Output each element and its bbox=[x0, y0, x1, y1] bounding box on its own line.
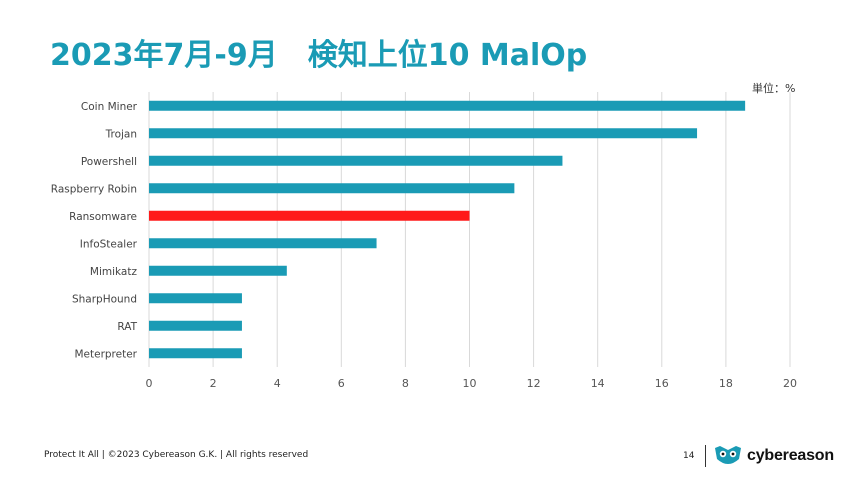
x-tick-label: 4 bbox=[274, 377, 281, 390]
category-label: Powershell bbox=[81, 156, 137, 168]
bar-sharphound bbox=[149, 293, 242, 304]
page-title: 2023年7月-9月 検知上位10 MalOp bbox=[50, 38, 588, 73]
bar-coin-miner bbox=[149, 100, 746, 111]
footer-divider bbox=[705, 445, 706, 467]
x-tick-label: 18 bbox=[719, 377, 733, 390]
category-label: Ransomware bbox=[69, 211, 137, 223]
x-tick-label: 0 bbox=[146, 377, 153, 390]
category-label: Coin Miner bbox=[81, 101, 138, 113]
brand-name: cybereason bbox=[747, 447, 834, 464]
bar-trojan bbox=[149, 128, 698, 139]
bar-ransomware bbox=[149, 210, 470, 221]
x-tick-label: 14 bbox=[591, 377, 605, 390]
x-tick-labels: 0 2 4 6 8 10 12 14 16 18 20 bbox=[146, 377, 798, 390]
bar-raspberry-robin bbox=[149, 183, 515, 194]
page-number: 14 bbox=[683, 451, 695, 461]
category-label: Meterpreter bbox=[74, 348, 137, 360]
x-tick-label: 12 bbox=[527, 377, 541, 390]
x-tick-label: 20 bbox=[783, 377, 797, 390]
bar-rat bbox=[149, 320, 242, 331]
unit-label: 単位：% bbox=[752, 82, 796, 95]
bar-infostealer bbox=[149, 238, 377, 249]
category-label: RAT bbox=[117, 321, 137, 333]
x-tick-label: 2 bbox=[210, 377, 217, 390]
category-label: Raspberry Robin bbox=[51, 183, 137, 195]
brand-logo: cybereason bbox=[714, 444, 834, 468]
category-label: SharpHound bbox=[72, 293, 137, 305]
x-tick-label: 16 bbox=[655, 377, 669, 390]
footer-text: Protect It All | ©2023 Cybereason G.K. |… bbox=[44, 450, 309, 460]
x-tick-label: 6 bbox=[338, 377, 345, 390]
category-label: Mimikatz bbox=[90, 266, 138, 278]
owl-logo-icon bbox=[715, 446, 741, 464]
x-tick-label: 10 bbox=[463, 377, 477, 390]
category-label: Trojan bbox=[105, 128, 137, 140]
bar-meterpreter bbox=[149, 348, 242, 359]
bar-mimikatz bbox=[149, 265, 287, 276]
bars bbox=[149, 100, 746, 359]
category-labels: Coin Miner Trojan Powershell Raspberry Robi… bbox=[51, 101, 138, 361]
category-label: InfoStealer bbox=[80, 238, 138, 250]
bar-powershell bbox=[149, 155, 563, 166]
x-tick-label: 8 bbox=[402, 377, 409, 390]
